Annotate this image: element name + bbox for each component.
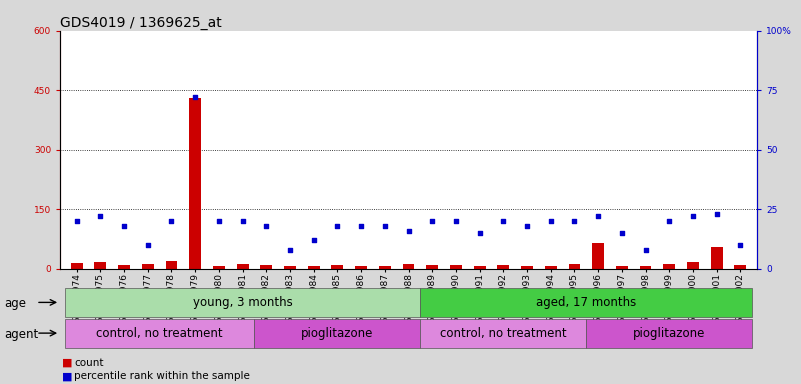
Bar [166,261,177,269]
Point [663,218,676,224]
Point [734,242,747,248]
Text: agent: agent [4,328,38,341]
Bar [284,266,296,269]
Bar [403,264,414,269]
Bar [640,266,651,269]
Text: count: count [74,358,104,368]
Point [473,230,486,236]
Point [331,223,344,229]
Bar [213,266,225,269]
Point [521,223,533,229]
Point [402,228,415,234]
Bar [616,266,628,269]
Bar [426,265,438,269]
Bar [421,319,586,348]
Bar [569,264,581,269]
Bar [255,319,421,348]
Point [355,223,368,229]
Point [118,223,131,229]
Bar [735,265,747,269]
Bar [497,265,509,269]
Bar [65,319,255,348]
Text: ■: ■ [62,358,72,368]
Bar [65,288,421,317]
Bar [473,266,485,269]
Bar [450,265,462,269]
Bar [95,262,107,269]
Text: young, 3 months: young, 3 months [193,296,292,309]
Text: pioglitazone: pioglitazone [633,327,706,339]
Bar [379,266,391,269]
Bar [332,265,344,269]
Bar [118,265,130,269]
Point [449,218,462,224]
Text: age: age [4,297,26,310]
Point [378,223,391,229]
Text: aged, 17 months: aged, 17 months [536,296,637,309]
Text: control, no treatment: control, no treatment [440,327,566,339]
Bar [142,264,154,269]
Bar [663,264,675,269]
Point [545,218,557,224]
Text: pioglitazone: pioglitazone [301,327,373,339]
Bar [545,266,557,269]
Point [141,242,154,248]
Point [236,218,249,224]
Point [284,247,296,253]
Bar [592,243,604,269]
Bar [586,319,752,348]
Point [260,223,272,229]
Point [568,218,581,224]
Point [426,218,439,224]
Bar [521,266,533,269]
Text: control, no treatment: control, no treatment [96,327,223,339]
Bar [70,263,83,269]
Point [592,214,605,220]
Text: percentile rank within the sample: percentile rank within the sample [74,371,251,381]
Bar [355,266,367,269]
Point [710,211,723,217]
Point [615,230,628,236]
Bar [308,266,320,269]
Point [497,218,509,224]
Point [165,218,178,224]
Bar [236,264,248,269]
Point [70,218,83,224]
Point [308,237,320,243]
Text: ■: ■ [62,371,72,381]
Bar [421,288,752,317]
Point [189,94,202,101]
Point [686,214,699,220]
Bar [260,265,272,269]
Bar [687,262,698,269]
Point [94,214,107,220]
Text: GDS4019 / 1369625_at: GDS4019 / 1369625_at [60,16,222,30]
Bar [710,247,723,269]
Point [212,218,225,224]
Point [639,247,652,253]
Bar [189,98,201,269]
